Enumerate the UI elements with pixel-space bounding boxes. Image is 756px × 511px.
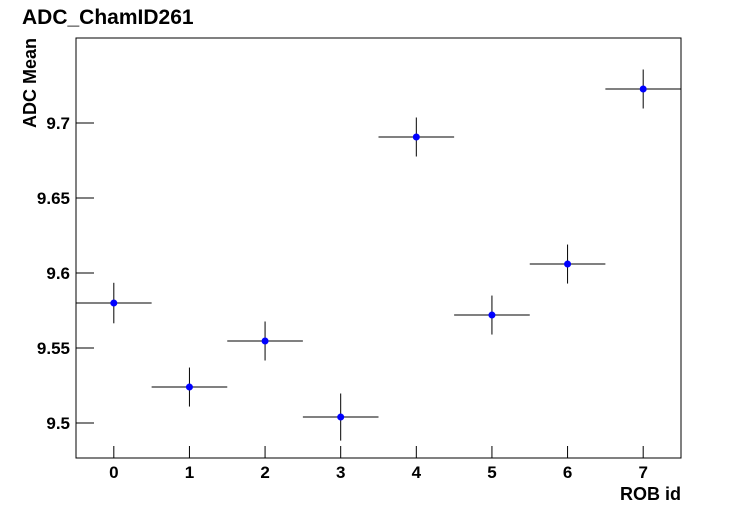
x-tick-label: 3: [336, 463, 345, 482]
y-axis-label: ADC Mean: [20, 38, 40, 128]
x-tick-label: 1: [185, 463, 194, 482]
x-tick-label: 7: [638, 463, 647, 482]
point: [488, 311, 496, 319]
x-tick-label: 6: [563, 463, 572, 482]
y-tick-label: 9.5: [46, 414, 70, 433]
point: [261, 337, 269, 345]
x-tick-label: 5: [487, 463, 496, 482]
point: [185, 383, 193, 391]
x-tick-label: 0: [109, 463, 118, 482]
y-tick-label: 9.7: [46, 114, 70, 133]
plot-frame: [75, 37, 682, 459]
point: [110, 299, 118, 307]
point: [412, 133, 420, 141]
point: [337, 413, 345, 421]
x-axis-label: ROB id: [620, 484, 681, 504]
y-tick-label: 9.6: [46, 264, 70, 283]
x-tick-label: 2: [260, 463, 269, 482]
y-tick-label: 9.55: [37, 339, 70, 358]
x-tick-label: 4: [412, 463, 422, 482]
y-tick-label: 9.65: [37, 189, 70, 208]
chart-title: ADC_ChamID261: [22, 6, 194, 29]
point: [564, 260, 572, 268]
point: [639, 85, 647, 93]
